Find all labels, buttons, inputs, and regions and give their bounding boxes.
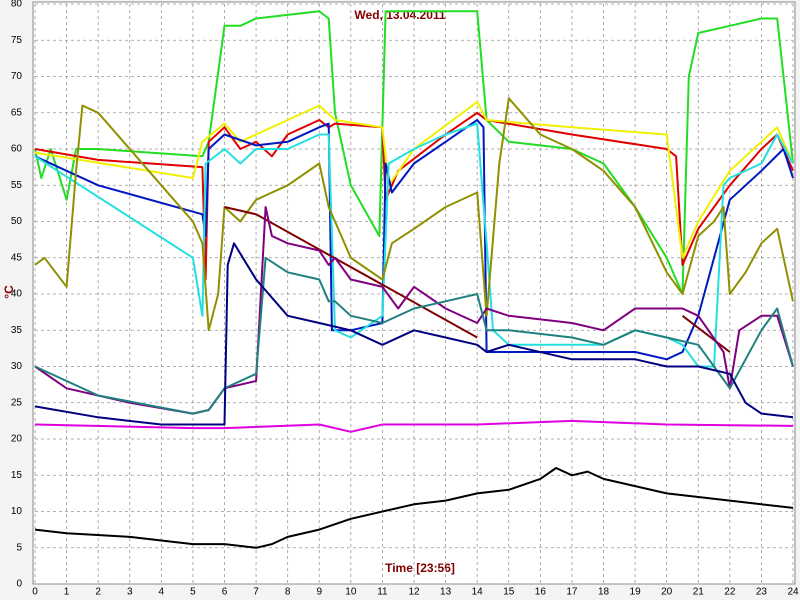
- x-tick-label: 1: [64, 587, 70, 598]
- x-tick-label: 13: [440, 587, 452, 598]
- y-tick-label: 35: [11, 325, 23, 336]
- series-line: [34, 242, 794, 426]
- x-tick-label: 24: [787, 587, 799, 598]
- y-tick-label: 65: [11, 107, 23, 118]
- x-tick-label: 21: [693, 587, 705, 598]
- x-tick-label: 15: [503, 587, 515, 598]
- series-line: [34, 10, 794, 295]
- y-tick-label: 40: [11, 289, 23, 300]
- x-tick-label: 11: [377, 587, 388, 598]
- x-tick-label: 6: [222, 587, 228, 598]
- y-tick-label: 55: [11, 180, 23, 191]
- x-tick-label: 5: [190, 587, 196, 598]
- x-tick-label: 4: [159, 587, 165, 598]
- x-tick-label: 22: [724, 587, 736, 598]
- series-line: [681, 315, 731, 353]
- x-tick-label: 14: [472, 587, 484, 598]
- y-tick-label: 10: [11, 506, 23, 517]
- x-tick-label: 20: [661, 587, 673, 598]
- x-tick-label: 16: [535, 587, 547, 598]
- y-tick-label: 5: [16, 542, 22, 553]
- series-line: [34, 97, 794, 332]
- y-axis-label: °C: [2, 285, 16, 299]
- series-line: [34, 119, 794, 361]
- series-line: [224, 206, 478, 339]
- y-tick-label: 50: [11, 216, 23, 227]
- series-line: [34, 467, 794, 549]
- x-axis-label: Time [23:56]: [385, 561, 455, 575]
- series-line: [34, 111, 794, 281]
- y-tick-label: 80: [11, 0, 23, 10]
- y-tick-label: 15: [11, 470, 23, 481]
- y-tick-label: 75: [11, 35, 23, 46]
- x-tick-label: 3: [127, 587, 133, 598]
- x-tick-label: 17: [566, 587, 578, 598]
- y-tick-label: 45: [11, 252, 23, 263]
- chart-title: Wed, 13.04.2011: [354, 8, 446, 22]
- y-tick-label: 0: [16, 579, 22, 590]
- y-tick-label: 25: [11, 397, 23, 408]
- y-tick-label: 70: [11, 71, 23, 82]
- series-line: [34, 206, 794, 415]
- y-tick-label: 20: [11, 434, 23, 445]
- x-tick-label: 23: [756, 587, 768, 598]
- x-tick-label: 10: [345, 587, 357, 598]
- x-tick-label: 7: [253, 587, 259, 598]
- x-tick-label: 9: [316, 587, 322, 598]
- y-tick-label: 60: [11, 144, 23, 155]
- x-tick-label: 2: [95, 587, 101, 598]
- x-tick-label: 19: [630, 587, 642, 598]
- x-tick-label: 12: [408, 587, 420, 598]
- x-tick-label: 0: [32, 587, 38, 598]
- x-tick-label: 18: [598, 587, 610, 598]
- y-tick-label: 30: [11, 361, 23, 372]
- series-line: [34, 122, 794, 368]
- x-tick-label: 8: [285, 587, 291, 598]
- series-line: [34, 256, 794, 415]
- series-line: [34, 419, 794, 433]
